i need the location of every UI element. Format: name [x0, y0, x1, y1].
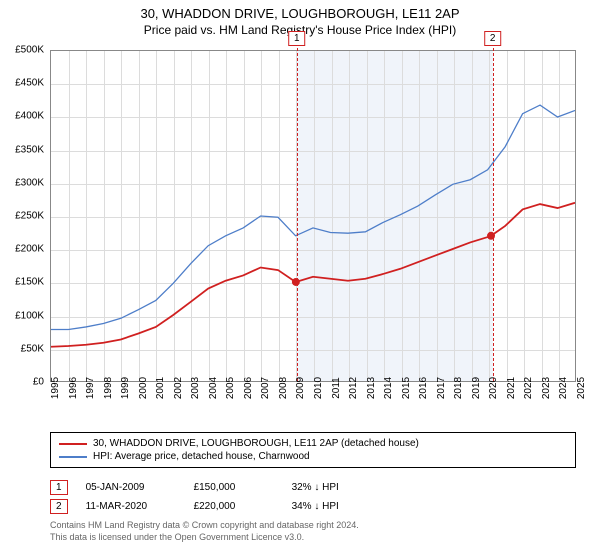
x-tick-label: 2007 — [260, 377, 271, 399]
x-tick-label: 2025 — [576, 377, 587, 399]
y-tick-label: £450K — [15, 78, 44, 89]
y-tick-label: £500K — [15, 45, 44, 56]
sales-row: 1 05-JAN-2009 £150,000 32% ↓ HPI — [50, 478, 576, 497]
x-tick-label: 2016 — [418, 377, 429, 399]
footnote: Contains HM Land Registry data © Crown c… — [50, 520, 576, 543]
footnote-line1: Contains HM Land Registry data © Crown c… — [50, 520, 576, 532]
y-tick-label: £50K — [21, 343, 44, 354]
sales-events-table: 1 05-JAN-2009 £150,000 32% ↓ HPI 2 11-MA… — [50, 478, 576, 516]
sales-event-pct: 34% ↓ HPI — [292, 501, 402, 512]
x-tick-label: 2008 — [278, 377, 289, 399]
sale-marker-vline — [493, 43, 494, 381]
x-tick-label: 1995 — [50, 377, 61, 399]
sales-event-date: 11-MAR-2020 — [86, 501, 176, 512]
legend-swatch — [59, 456, 87, 458]
sales-event-pct: 32% ↓ HPI — [292, 482, 402, 493]
legend-text: HPI: Average price, detached house, Char… — [93, 451, 310, 462]
y-tick-label: £150K — [15, 277, 44, 288]
x-tick-label: 2021 — [506, 377, 517, 399]
x-tick-label: 2024 — [558, 377, 569, 399]
chart-legend: 30, WHADDON DRIVE, LOUGHBOROUGH, LE11 2A… — [50, 432, 576, 468]
legend-item: 30, WHADDON DRIVE, LOUGHBOROUGH, LE11 2A… — [59, 437, 567, 450]
chart-title-line1: 30, WHADDON DRIVE, LOUGHBOROUGH, LE11 2A… — [0, 6, 600, 21]
x-tick-label: 2018 — [453, 377, 464, 399]
x-tick-label: 1996 — [68, 377, 79, 399]
x-tick-label: 2001 — [155, 377, 166, 399]
x-tick-label: 2014 — [383, 377, 394, 399]
y-tick-label: £300K — [15, 177, 44, 188]
sale-marker-label: 2 — [484, 31, 502, 46]
x-tick-label: 2023 — [541, 377, 552, 399]
x-tick-label: 2015 — [401, 377, 412, 399]
sales-event-date: 05-JAN-2009 — [86, 482, 176, 493]
x-tick-label: 2010 — [313, 377, 324, 399]
sale-marker-dot — [487, 232, 495, 240]
x-tick-label: 2011 — [331, 377, 342, 399]
x-tick-label: 2000 — [138, 377, 149, 399]
y-tick-label: £0 — [33, 377, 44, 388]
x-tick-label: 2022 — [523, 377, 534, 399]
x-axis-labels: 1995199619971998199920002001200220032004… — [50, 384, 576, 434]
x-tick-label: 2012 — [348, 377, 359, 399]
y-axis-labels: £0£50K£100K£150K£200K£250K£300K£350K£400… — [0, 50, 48, 382]
legend-text: 30, WHADDON DRIVE, LOUGHBOROUGH, LE11 2A… — [93, 438, 419, 449]
y-tick-label: £350K — [15, 144, 44, 155]
sales-event-number: 2 — [50, 499, 68, 514]
x-tick-label: 2019 — [471, 377, 482, 399]
footnote-line2: This data is licensed under the Open Gov… — [50, 532, 576, 544]
y-tick-label: £100K — [15, 310, 44, 321]
x-tick-label: 2004 — [208, 377, 219, 399]
y-tick-label: £250K — [15, 211, 44, 222]
series-line-property — [51, 203, 575, 347]
x-tick-label: 2020 — [488, 377, 499, 399]
chart-lines-svg — [51, 51, 575, 381]
y-tick-label: £400K — [15, 111, 44, 122]
sales-row: 2 11-MAR-2020 £220,000 34% ↓ HPI — [50, 497, 576, 516]
legend-item: HPI: Average price, detached house, Char… — [59, 450, 567, 463]
x-tick-label: 2003 — [190, 377, 201, 399]
sale-marker-vline — [297, 43, 298, 381]
sales-event-price: £220,000 — [194, 501, 274, 512]
chart-plot-area: 12 — [50, 50, 576, 382]
sale-marker-label: 1 — [288, 31, 306, 46]
x-tick-label: 2017 — [436, 377, 447, 399]
x-tick-label: 1999 — [120, 377, 131, 399]
sales-event-price: £150,000 — [194, 482, 274, 493]
x-tick-label: 2009 — [295, 377, 306, 399]
x-tick-label: 1997 — [85, 377, 96, 399]
x-tick-label: 2013 — [366, 377, 377, 399]
x-tick-label: 2002 — [173, 377, 184, 399]
x-tick-label: 2006 — [243, 377, 254, 399]
y-tick-label: £200K — [15, 244, 44, 255]
series-line-hpi — [51, 105, 575, 329]
x-tick-label: 2005 — [225, 377, 236, 399]
legend-swatch — [59, 443, 87, 445]
x-tick-label: 1998 — [103, 377, 114, 399]
sales-event-number: 1 — [50, 480, 68, 495]
